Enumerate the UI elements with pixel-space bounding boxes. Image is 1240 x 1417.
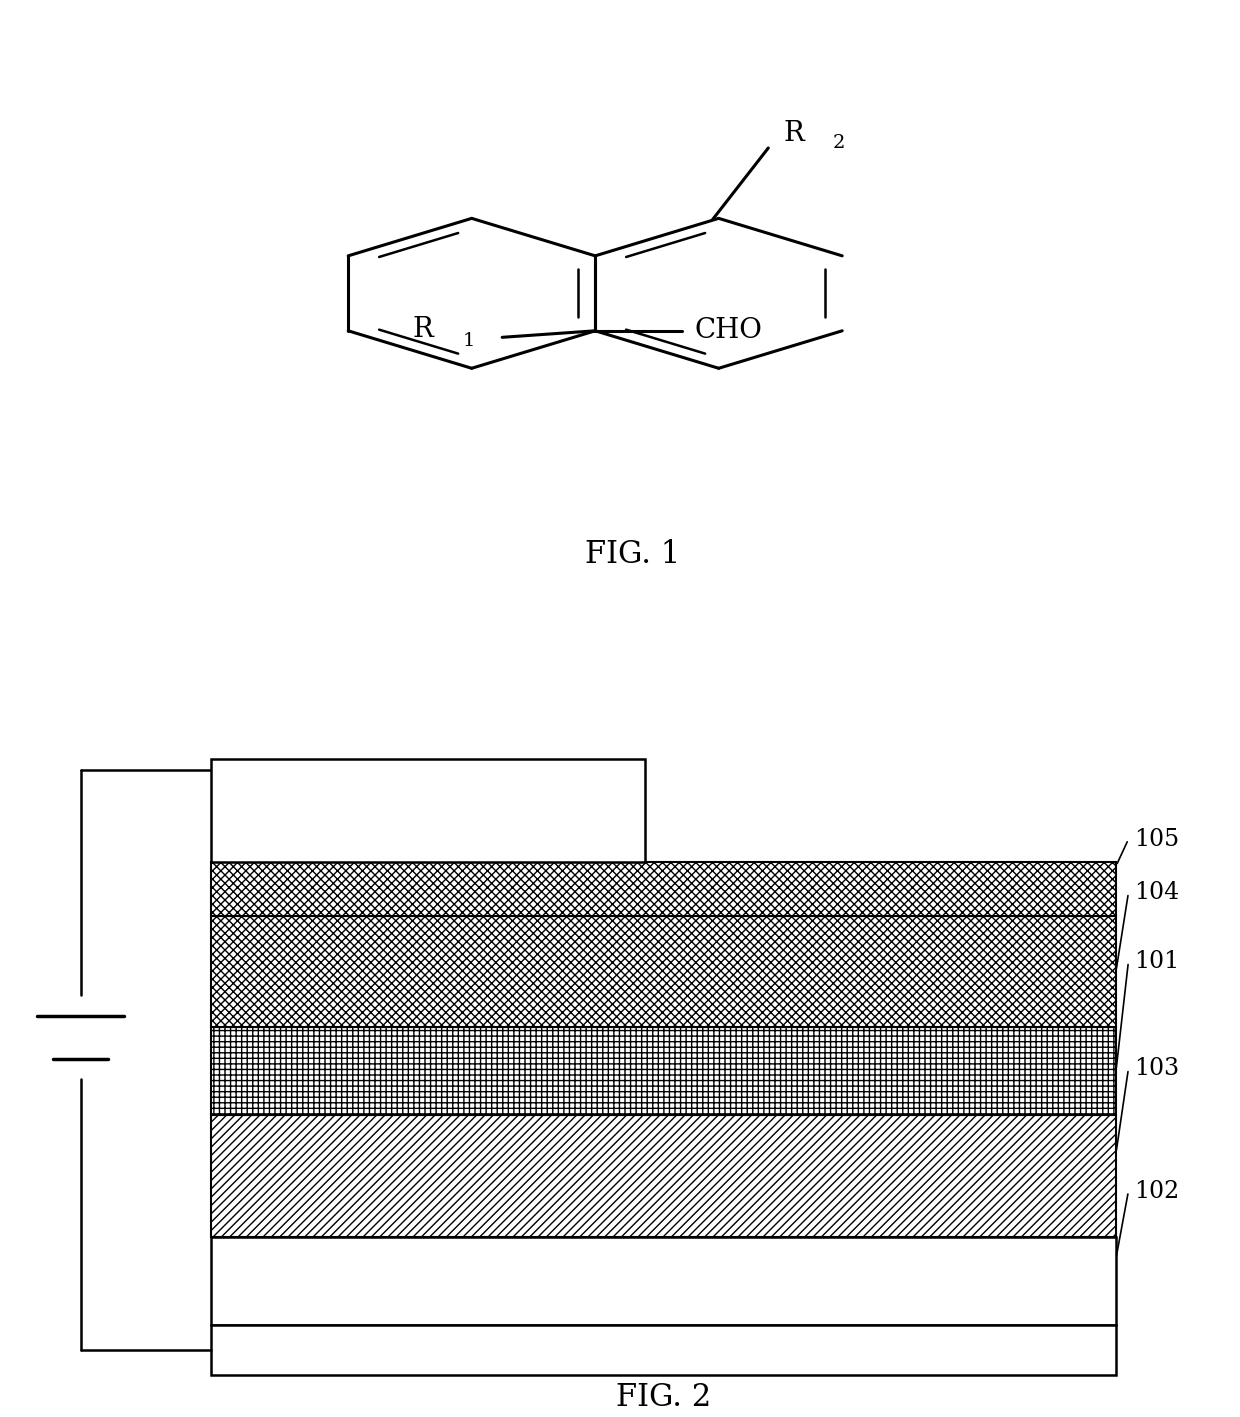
Text: 102: 102 (1135, 1180, 1179, 1203)
Bar (211, 1115, 1116, 1237)
Bar (211, 862, 1116, 915)
Bar (211, 760, 645, 862)
Text: 2: 2 (833, 133, 846, 152)
Text: FIG. 2: FIG. 2 (616, 1383, 711, 1413)
Bar (211, 1237, 1116, 1325)
Text: 101: 101 (1135, 951, 1179, 973)
Bar (211, 915, 1116, 1027)
Text: CHO: CHO (694, 317, 763, 344)
Bar (211, 1027, 1116, 1115)
Text: 103: 103 (1135, 1057, 1179, 1080)
Text: FIG. 1: FIG. 1 (585, 538, 680, 570)
Text: 1: 1 (463, 332, 475, 350)
Text: 105: 105 (1135, 828, 1179, 850)
Text: R: R (413, 316, 434, 343)
Bar (211, 1325, 1116, 1374)
Text: 104: 104 (1135, 881, 1179, 904)
Text: R: R (784, 120, 804, 147)
